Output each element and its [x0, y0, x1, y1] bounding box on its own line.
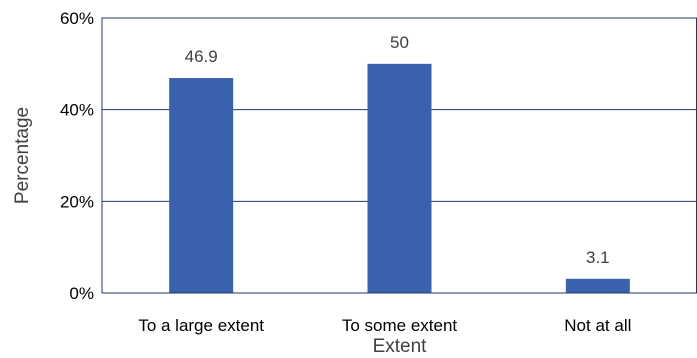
data-label: 46.9	[185, 47, 218, 66]
bars	[169, 63, 630, 294]
data-label: 50	[390, 33, 409, 52]
x-category-label: Not at all	[564, 316, 631, 335]
y-tick-label: 60%	[60, 9, 94, 28]
bar	[169, 78, 234, 294]
y-axis-title: Percentage	[12, 107, 33, 204]
x-axis-categories: To a large extent To some extent Not at al…	[138, 316, 631, 335]
bar	[367, 63, 432, 294]
x-axis-title: Extent	[373, 336, 428, 357]
y-tick-label: 40%	[60, 101, 94, 120]
y-tick-label: 20%	[60, 192, 94, 211]
y-axis-ticks: 0% 20% 40% 60%	[60, 9, 94, 303]
data-labels: 46.9 50 3.1	[185, 33, 610, 267]
y-tick-label: 0%	[69, 284, 94, 303]
bar	[565, 278, 630, 293]
x-category-label: To some extent	[342, 316, 458, 335]
data-label: 3.1	[586, 248, 610, 267]
x-category-label: To a large extent	[138, 316, 264, 335]
